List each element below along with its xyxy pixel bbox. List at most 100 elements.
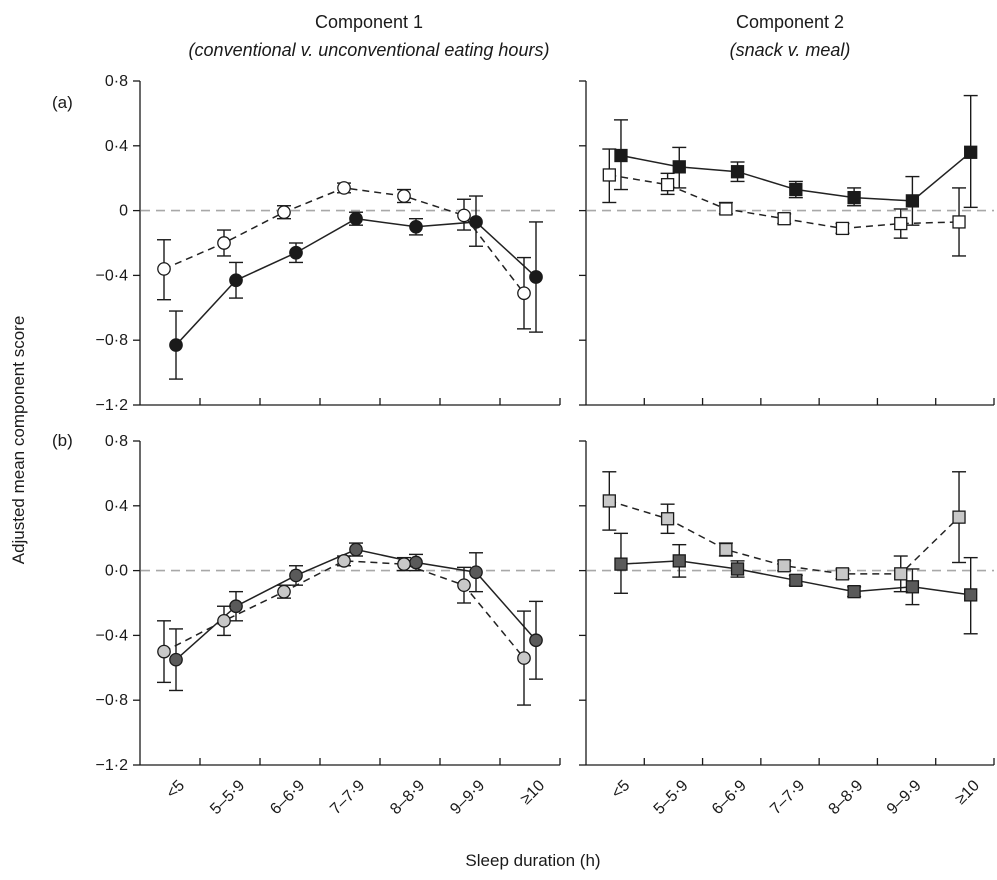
data-point-circle — [457, 208, 471, 223]
data-point-square — [660, 512, 675, 526]
data-point-circle — [277, 205, 291, 220]
x-tick-label: 7–7·9 — [327, 777, 368, 818]
data-point-square — [835, 221, 850, 236]
data-point-square — [952, 215, 966, 229]
x-tick-label: 6–6·9 — [267, 777, 308, 818]
x-axis-title: Sleep duration (h) — [465, 851, 600, 870]
x-tick-label: 9–9·9 — [447, 777, 488, 818]
y-tick-label: 0·0 — [105, 563, 128, 580]
data-point-square — [789, 182, 803, 197]
data-point-square — [789, 573, 803, 587]
data-point-square — [905, 580, 920, 594]
series-1 — [169, 542, 543, 692]
y-tick-label: −0·4 — [96, 267, 129, 284]
data-point-circle — [409, 219, 423, 234]
y-tick-label: 0·8 — [105, 73, 128, 90]
y-tick-label: 0·4 — [105, 138, 128, 155]
data-point-circle — [157, 644, 171, 659]
data-point-square — [672, 554, 686, 568]
data-point-circle — [529, 633, 543, 648]
y-tick-label: −1·2 — [96, 397, 129, 414]
series-2 — [157, 554, 531, 706]
y-tick-label: 0 — [119, 203, 128, 220]
data-point-square — [835, 567, 850, 581]
data-point-square — [614, 557, 628, 571]
row-label-b: (b) — [52, 431, 73, 450]
data-point-circle — [469, 565, 483, 580]
y-tick-label: −0·4 — [96, 627, 129, 644]
data-point-square — [614, 148, 628, 163]
data-point-square — [777, 559, 791, 573]
data-point-square — [847, 190, 861, 205]
series-2 — [157, 181, 531, 330]
data-point-circle — [169, 652, 183, 667]
column-title-component-2: Component 2 — [736, 12, 844, 32]
y-tick-label: 0·8 — [105, 433, 128, 450]
data-point-square — [894, 567, 908, 581]
x-tick-label: ≥10 — [517, 777, 548, 808]
column-subtitle-component-2: (snack v. meal) — [730, 40, 851, 60]
data-point-square — [660, 178, 675, 192]
panels: 0·8 0·4 0 −0·4 −0·8 −1·2 0·8 0·4 0·0 −0·4 −0·8 −1·2… — [96, 73, 995, 818]
data-point-square — [719, 542, 733, 557]
data-point-square — [905, 194, 920, 208]
data-point-square — [602, 168, 616, 182]
data-point-circle — [517, 651, 531, 665]
series-1 — [169, 195, 543, 380]
data-point-circle — [457, 578, 471, 593]
data-point-circle — [529, 270, 543, 284]
panel-b-component-1: 0·8 0·4 0·0 −0·4 −0·8 −1·2 <5 5–5·9 6–6·9 7–7·9 8–… — [96, 433, 561, 818]
x-tick-label: 9–9·9 — [884, 777, 925, 818]
column-subtitle-component-1: (conventional v. unconventional eating h… — [189, 40, 550, 60]
row-label-a: (a) — [52, 93, 73, 112]
data-point-square — [952, 510, 966, 524]
data-point-circle — [337, 554, 351, 568]
y-axis-title: Adjusted mean component score — [9, 316, 28, 565]
data-point-circle — [289, 245, 303, 260]
data-point-circle — [277, 584, 291, 599]
series-1 — [613, 532, 978, 635]
panel-a-component-1: 0·8 0·4 0 −0·4 −0·8 −1·2 — [96, 73, 561, 414]
series-1 — [613, 94, 978, 226]
data-point-circle — [157, 262, 171, 276]
y-tick-label: −1·2 — [96, 757, 129, 774]
data-point-circle — [289, 568, 303, 583]
data-point-square — [894, 216, 908, 231]
data-point-circle — [349, 542, 363, 557]
x-tick-label: 6–6·9 — [709, 777, 750, 818]
data-point-circle — [169, 338, 183, 352]
x-tick-label: ≥10 — [952, 777, 983, 808]
x-tick-label: 5–5·9 — [207, 777, 248, 818]
panel-a-component-2 — [579, 80, 995, 406]
y-tick-label: −0·8 — [96, 692, 129, 709]
x-tick-label: 8–8·9 — [826, 777, 867, 818]
data-point-circle — [217, 236, 231, 250]
data-point-circle — [349, 211, 363, 226]
series-2 — [602, 471, 967, 593]
data-point-circle — [337, 181, 351, 195]
x-tick-label: 5–5·9 — [651, 777, 692, 818]
data-point-circle — [229, 273, 243, 288]
series-2 — [602, 148, 967, 257]
x-tick-label: <5 — [163, 777, 188, 802]
data-point-square — [964, 145, 978, 159]
data-point-circle — [397, 189, 411, 203]
data-point-circle — [517, 286, 531, 301]
data-point-square — [964, 588, 978, 602]
x-tick-label: 7–7·9 — [767, 777, 808, 818]
data-point-circle — [217, 613, 231, 628]
panel-b-component-2: <5 5–5·9 6–6·9 7–7·9 8–8·9 9–9·9 ≥10 — [579, 440, 995, 818]
data-point-circle — [229, 599, 243, 614]
data-point-circle — [397, 557, 411, 571]
column-title-component-1: Component 1 — [315, 12, 423, 32]
data-point-square — [719, 202, 733, 216]
y-tick-label: −0·8 — [96, 332, 129, 349]
x-tick-label: 8–8·9 — [387, 777, 428, 818]
data-point-square — [602, 494, 616, 508]
y-tick-label: 0·4 — [105, 498, 128, 515]
data-point-square — [730, 562, 745, 576]
data-point-square — [777, 212, 791, 226]
data-point-square — [847, 585, 861, 599]
data-point-square — [672, 160, 686, 174]
